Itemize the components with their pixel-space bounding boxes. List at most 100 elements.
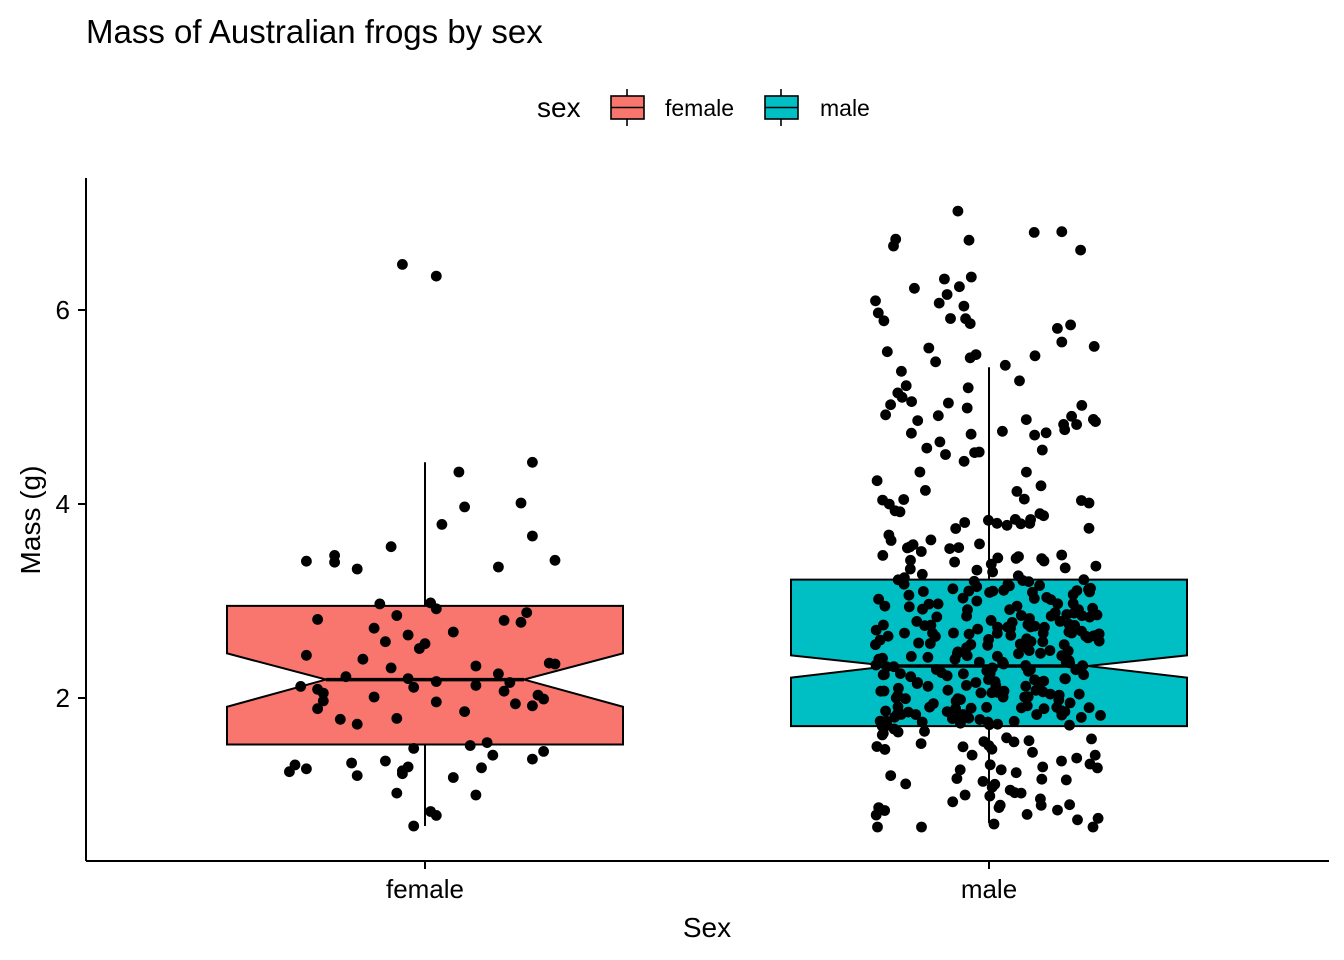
point-female xyxy=(430,270,442,282)
point-male xyxy=(899,627,910,639)
point-female xyxy=(408,681,420,693)
point-male xyxy=(911,678,923,689)
point-male xyxy=(940,449,951,460)
y-tick-label: 4 xyxy=(56,489,70,519)
point-male xyxy=(870,295,881,307)
x-tick-label: female xyxy=(386,874,464,904)
point-male xyxy=(1066,410,1077,422)
point-female xyxy=(351,718,363,730)
point-female xyxy=(397,259,408,270)
point-male xyxy=(902,706,914,718)
point-male xyxy=(933,297,945,309)
point-female xyxy=(459,706,470,717)
point-male xyxy=(961,680,972,691)
point-male xyxy=(962,382,974,394)
point-male xyxy=(880,705,891,717)
x-tick-label: male xyxy=(961,874,1017,904)
point-female xyxy=(470,789,482,801)
point-male xyxy=(950,523,962,534)
point-female xyxy=(295,681,307,692)
point-female xyxy=(538,693,549,705)
point-male xyxy=(879,600,891,612)
point-male xyxy=(930,356,941,368)
point-male xyxy=(915,738,927,749)
point-female xyxy=(408,743,420,754)
point-female xyxy=(301,763,312,775)
point-male xyxy=(1083,522,1095,534)
point-male xyxy=(903,601,915,613)
point-male xyxy=(1028,227,1040,238)
point-male xyxy=(998,685,1010,697)
point-female xyxy=(391,787,403,799)
point-male xyxy=(881,715,892,727)
point-male xyxy=(877,727,889,739)
point-female xyxy=(527,530,538,542)
point-female xyxy=(346,757,357,769)
point-male xyxy=(904,541,916,553)
point-male xyxy=(1086,733,1097,745)
point-male xyxy=(934,436,946,448)
point-male xyxy=(880,409,891,421)
point-male xyxy=(1051,701,1063,713)
point-female xyxy=(470,680,482,691)
point-male xyxy=(977,776,989,787)
point-female xyxy=(447,626,459,638)
x-axis-title: Sex xyxy=(683,912,731,943)
point-male xyxy=(1016,702,1027,714)
point-female xyxy=(301,649,312,661)
point-male xyxy=(1008,736,1020,748)
point-male xyxy=(991,627,1003,639)
point-male xyxy=(904,563,916,575)
point-female xyxy=(402,629,414,641)
point-male xyxy=(950,695,962,707)
point-male xyxy=(991,517,1003,529)
point-male xyxy=(984,790,996,802)
point-male xyxy=(1056,336,1068,348)
point-male xyxy=(958,668,969,680)
point-male xyxy=(920,485,931,496)
point-male xyxy=(877,550,889,561)
point-male xyxy=(1076,625,1087,637)
point-male xyxy=(885,535,897,546)
legend-label-male: male xyxy=(820,95,870,121)
point-male xyxy=(892,387,904,399)
point-male xyxy=(1078,669,1090,681)
legend-label-female: female xyxy=(665,95,734,121)
point-male xyxy=(944,543,956,554)
point-male xyxy=(995,764,1007,776)
point-male xyxy=(1029,429,1040,441)
point-male xyxy=(1075,244,1086,256)
point-female xyxy=(481,737,493,748)
point-male xyxy=(1027,746,1038,758)
point-male xyxy=(903,589,915,601)
point-female xyxy=(317,695,329,707)
point-male xyxy=(1072,814,1083,826)
point-female xyxy=(430,676,442,687)
point-male xyxy=(972,623,984,635)
x-axis-ticks: female male xyxy=(386,861,1017,904)
point-male xyxy=(1075,712,1087,723)
point-male xyxy=(961,650,973,662)
point-male xyxy=(1056,755,1067,767)
point-male xyxy=(1023,735,1035,747)
point-male xyxy=(892,574,904,586)
point-male xyxy=(1066,627,1078,639)
point-male xyxy=(1022,691,1034,703)
point-male xyxy=(881,661,893,673)
point-male xyxy=(870,639,881,651)
point-male xyxy=(896,365,907,377)
point-male xyxy=(1082,632,1094,644)
point-male xyxy=(983,514,994,526)
point-male xyxy=(914,466,926,478)
point-male xyxy=(892,690,904,701)
point-male xyxy=(1038,703,1050,715)
point-female xyxy=(340,671,352,683)
point-male xyxy=(965,639,977,650)
point-male xyxy=(1076,610,1088,622)
point-male xyxy=(963,712,975,724)
point-male xyxy=(1037,627,1049,639)
point-male xyxy=(1024,518,1036,529)
point-female xyxy=(476,762,487,774)
point-male xyxy=(916,716,928,728)
point-female xyxy=(436,519,448,530)
